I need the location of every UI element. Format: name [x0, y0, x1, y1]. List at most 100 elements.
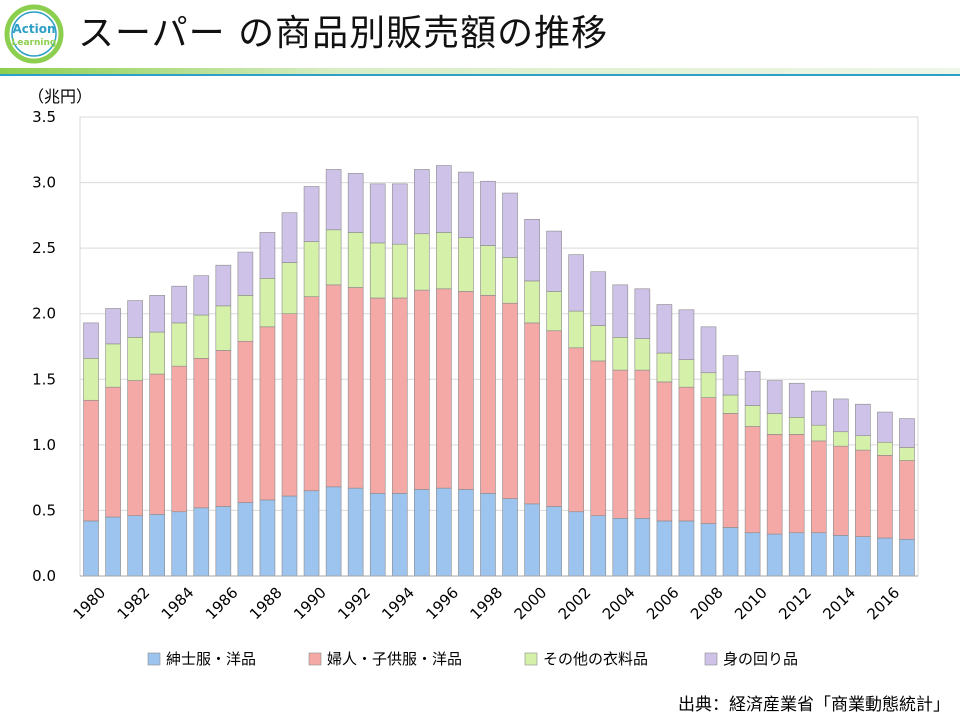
bar-2002-series-3 — [568, 310, 584, 349]
bar-1982-series-2 — [127, 380, 143, 516]
bar-2001-series-4 — [546, 230, 562, 292]
bar-1996-series-2 — [436, 288, 452, 489]
bar-1994-series-3 — [391, 243, 408, 299]
bar-1984-series-4 — [171, 285, 188, 324]
x-tick-label: 2014 — [819, 584, 859, 624]
x-tick-label: 2000 — [511, 584, 551, 624]
bar-1981-series-4 — [105, 308, 121, 345]
bar-2012-series-4 — [788, 382, 805, 418]
bar-1996-series-3 — [436, 232, 452, 290]
bar-1989-series-3 — [281, 262, 298, 315]
bar-2007-series-2 — [678, 386, 695, 522]
bar-1996-series-1 — [436, 487, 452, 577]
bar-2012-series-2 — [788, 434, 805, 534]
page-title: スーパー の商品別販売額の推移 — [78, 13, 609, 54]
bar-1995-series-4 — [414, 169, 430, 235]
bar-2006-series-1 — [656, 520, 673, 577]
logo-text-learning: Learning — [12, 38, 57, 48]
bar-2002-series-4 — [568, 254, 584, 312]
y-tick-label: 2.0 — [32, 305, 56, 323]
bar-2013-series-4 — [810, 390, 827, 426]
bar-1983-series-1 — [149, 514, 165, 577]
bar-1998-series-4 — [480, 180, 496, 246]
bar-1997-series-4 — [458, 171, 474, 238]
bar-2014-series-2 — [833, 445, 849, 536]
bar-2016-series-1 — [877, 537, 893, 577]
bar-1990-series-4 — [303, 186, 320, 242]
y-tick-label: 3.5 — [32, 108, 56, 126]
bar-1986-series-3 — [215, 305, 232, 351]
bar-1980-series-2 — [83, 399, 99, 522]
bar-1994-series-1 — [391, 493, 408, 577]
legend-label: その他の衣料品 — [543, 650, 648, 668]
bar-1988-series-2 — [259, 326, 276, 501]
bar-2016-series-4 — [877, 411, 893, 443]
x-tick-label: 1996 — [422, 584, 462, 624]
bar-2002-series-2 — [568, 347, 584, 513]
logo-text-action: Action — [12, 22, 55, 36]
bar-2003-series-2 — [590, 360, 607, 516]
bar-2008-series-3 — [700, 372, 717, 398]
bar-2016-series-3 — [877, 441, 893, 456]
bar-2017-series-1 — [899, 538, 915, 577]
bar-1991-series-4 — [325, 169, 342, 231]
bar-1993-series-4 — [369, 183, 386, 244]
y-tick-label: 3.0 — [32, 174, 56, 192]
bar-2011-series-2 — [766, 434, 783, 535]
bar-1983-series-3 — [149, 331, 165, 375]
bar-1993-series-3 — [369, 242, 386, 299]
bar-2006-series-2 — [656, 381, 673, 522]
bar-1986-series-1 — [215, 506, 232, 577]
bar-1984-series-3 — [171, 322, 188, 367]
x-tick-label: 1992 — [334, 584, 374, 624]
bar-2000-series-3 — [524, 280, 540, 324]
bar-2017-series-4 — [899, 418, 915, 448]
x-tick-label: 2012 — [775, 584, 815, 624]
bar-1992-series-4 — [347, 173, 364, 233]
legend-label: 婦人・子供服・洋品 — [327, 650, 462, 668]
y-tick-label: 1.0 — [32, 436, 56, 454]
bar-1992-series-3 — [347, 232, 364, 288]
bar-2016-series-2 — [877, 455, 893, 539]
bar-2013-series-1 — [810, 532, 827, 577]
legend-swatch — [524, 652, 538, 666]
bar-1997-series-2 — [458, 291, 474, 490]
bar-2009-series-3 — [722, 394, 739, 414]
bar-2004-series-4 — [612, 284, 629, 338]
bars — [83, 165, 915, 577]
bar-2010-series-3 — [744, 405, 761, 427]
x-tick-label: 2010 — [731, 584, 771, 624]
bar-2017-series-2 — [899, 460, 915, 540]
x-tick-label: 1998 — [466, 584, 506, 624]
x-tick-label: 2006 — [643, 584, 683, 624]
bar-1987-series-2 — [237, 340, 254, 503]
bar-2010-series-2 — [744, 426, 761, 534]
bar-2001-series-3 — [546, 291, 562, 332]
bar-1987-series-4 — [237, 251, 254, 296]
bar-2007-series-1 — [678, 520, 695, 577]
x-tick-label: 2004 — [599, 584, 639, 624]
x-tick-label: 1982 — [114, 584, 154, 624]
bar-1995-series-2 — [414, 289, 430, 490]
bar-2015-series-3 — [855, 435, 871, 451]
bar-2013-series-3 — [810, 424, 827, 442]
bar-1990-series-3 — [303, 241, 320, 297]
bar-1984-series-2 — [171, 365, 188, 513]
bar-1981-series-3 — [105, 343, 121, 388]
bar-2009-series-4 — [722, 355, 739, 396]
bar-2000-series-2 — [524, 322, 540, 505]
bar-2009-series-1 — [722, 527, 739, 577]
bar-1999-series-4 — [502, 192, 518, 258]
bar-2004-series-2 — [612, 369, 629, 519]
bar-2008-series-1 — [700, 523, 717, 577]
title-divider — [0, 68, 960, 76]
bar-2014-series-3 — [833, 431, 849, 447]
bar-1986-series-4 — [215, 264, 232, 307]
bar-2010-series-4 — [744, 371, 761, 406]
bar-2015-series-4 — [855, 403, 871, 436]
bar-2014-series-4 — [833, 398, 849, 433]
bar-1990-series-2 — [303, 296, 320, 492]
y-tick-label: 0.0 — [32, 567, 56, 585]
y-tick-labels: 0.0 0.5 1.0 1.5 2.0 2.5 3.0 3.5 — [32, 108, 56, 585]
bar-1985-series-3 — [193, 314, 210, 359]
